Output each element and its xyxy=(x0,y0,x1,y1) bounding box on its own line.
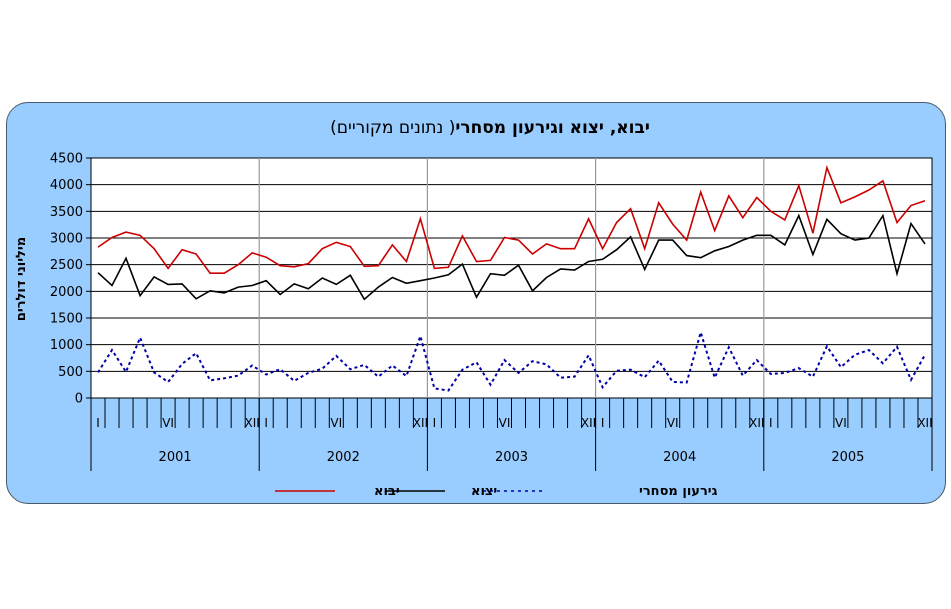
series-lines xyxy=(97,164,926,392)
year-label: 2005 xyxy=(831,450,864,465)
month-label: I xyxy=(264,416,268,430)
y-tick-label: 500 xyxy=(58,365,83,380)
legend-label: גירעון מסחרי xyxy=(639,484,718,499)
x-axis: I VI XII 2001 I VI XII 2002 I VI XII 2003 I VI XII 2004… xyxy=(90,398,933,471)
month-label: I xyxy=(433,416,437,430)
y-ticks: 0 500 1000 1500 2000 2500 3000 3500 4000 4500 xyxy=(50,152,91,407)
month-label: I xyxy=(601,416,605,430)
chart-svg: יבוא, יצוא וגירעון מסחרי ( נתונים מקוריי… xyxy=(14,118,933,499)
month-label: XII xyxy=(749,416,764,430)
y-tick-label: 4500 xyxy=(50,152,83,167)
y-tick-label: 1500 xyxy=(50,312,83,327)
month-label: XII xyxy=(581,416,596,430)
y-tick-label: 2000 xyxy=(50,285,83,300)
y-tick-label: 2500 xyxy=(50,258,83,273)
y-tick-label: 0 xyxy=(75,392,83,407)
month-label: I xyxy=(769,416,773,430)
year-label: 2004 xyxy=(663,450,696,465)
month-label: VI xyxy=(499,416,511,430)
chart-title-main: יבוא, יצוא וגירעון מסחרי xyxy=(455,118,650,138)
plot-area xyxy=(90,157,933,399)
month-label: VI xyxy=(330,416,342,430)
series-line xyxy=(97,328,926,392)
month-label: XII xyxy=(413,416,428,430)
month-label: VI xyxy=(667,416,679,430)
y-axis-label: מיליוני דולרים xyxy=(14,237,29,321)
series-line xyxy=(97,164,926,274)
chart-title: יבוא, יצוא וגירעון מסחרי ( נתונים מקוריי… xyxy=(330,118,650,138)
y-tick-label: 3000 xyxy=(50,232,83,247)
y-tick-label: 3500 xyxy=(50,205,83,220)
year-label: 2003 xyxy=(495,450,528,465)
month-label: I xyxy=(96,416,100,430)
legend: יבוא יצוא גירעון מסחרי xyxy=(275,484,718,499)
year-label: 2002 xyxy=(327,450,360,465)
month-label: XII xyxy=(917,416,932,430)
month-label: XII xyxy=(245,416,260,430)
series-line xyxy=(97,213,926,301)
y-tick-label: 1000 xyxy=(50,338,83,353)
chart-panel: יבוא, יצוא וגירעון מסחרי ( נתונים מקוריי… xyxy=(6,102,946,504)
y-tick-label: 4000 xyxy=(50,178,83,193)
chart-title-sub: ( נתונים מקוריים) xyxy=(330,118,455,138)
year-label: 2001 xyxy=(159,450,192,465)
month-label: VI xyxy=(162,416,174,430)
month-label: VI xyxy=(835,416,847,430)
